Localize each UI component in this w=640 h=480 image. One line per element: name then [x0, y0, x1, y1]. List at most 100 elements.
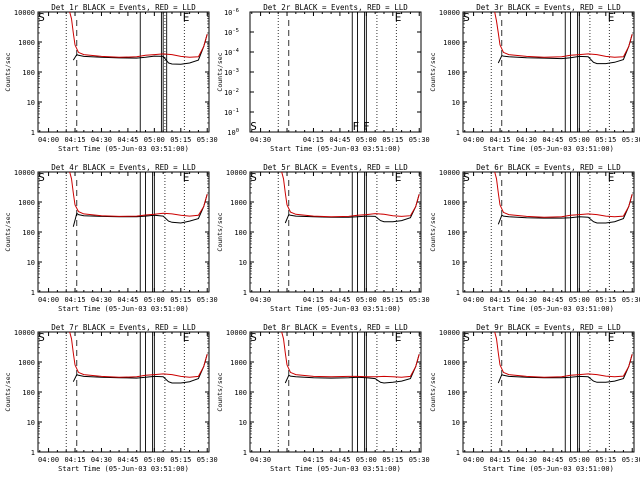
events-series-line: [72, 194, 208, 227]
marker-e: E: [395, 11, 402, 24]
marker-e: E: [395, 171, 402, 184]
marker-e: E: [183, 331, 190, 344]
x-tick-label: 04:15: [64, 136, 85, 144]
marker-f: F: [352, 120, 359, 133]
y-tick-label: 1000: [230, 199, 247, 207]
x-tick-label: 04:45: [329, 136, 350, 144]
panel-det-4: Det 4r BLACK = Events, RED = LLD Counts/s…: [4, 163, 218, 313]
x-tick-label: 04:00: [38, 296, 59, 304]
y-tick-label: 100: [227, 128, 239, 137]
x-tick-label: 04:00: [463, 136, 484, 144]
lld-series-line: [281, 171, 420, 218]
marker-e: E: [608, 11, 615, 24]
y-tick-label: 10: [452, 99, 460, 107]
panel-title: Det 4r BLACK = Events, RED = LLD: [51, 163, 196, 172]
x-tick-label: 04:00: [463, 296, 484, 304]
y-tick-label: 10000: [14, 9, 35, 17]
marker-s: S: [38, 11, 45, 24]
y-axis-label: Counts/sec: [429, 372, 437, 411]
x-tick-label: 04:15: [64, 456, 85, 464]
panel-title: Det 9r BLACK = Events, RED = LLD: [476, 323, 621, 332]
y-tick-label: 10: [239, 419, 247, 427]
x-tick-label: 04:00: [38, 456, 59, 464]
plot-frame: [462, 331, 635, 453]
panel-det-8: Det 8r BLACK = Events, RED = LLD Counts/s…: [216, 323, 430, 473]
x-tick-label: 04:00: [38, 136, 59, 144]
y-axis-label: Counts/sec: [429, 212, 437, 251]
y-tick-label: 10-5: [224, 28, 239, 37]
marker-e: E: [183, 171, 190, 184]
x-tick-label: 05:30: [197, 136, 218, 144]
plot-frame: [249, 11, 422, 133]
x-tick-label: 04:15: [303, 136, 324, 144]
y-tick-label: 100: [447, 69, 460, 77]
plot-frame: [249, 171, 422, 293]
y-tick-label: 100: [22, 229, 35, 237]
panel-title: Det 6r BLACK = Events, RED = LLD: [476, 163, 621, 172]
x-tick-label: 04:45: [542, 296, 563, 304]
x-tick-label: 04:45: [117, 296, 138, 304]
events-series-line: [72, 354, 208, 384]
x-tick-label: 05:15: [595, 296, 616, 304]
y-tick-label: 1: [456, 129, 460, 137]
y-tick-label: 100: [447, 389, 460, 397]
x-tick-label: 05:15: [382, 296, 403, 304]
panel-title: Det 1r BLACK = Events, RED = LLD: [51, 3, 196, 12]
panel-title: Det 3r BLACK = Events, RED = LLD: [476, 3, 621, 12]
x-tick-label: 04:30: [91, 136, 112, 144]
events-series-line: [284, 354, 420, 384]
x-tick-label: 04:45: [117, 456, 138, 464]
panel-det-1: Det 1r BLACK = Events, RED = LLD Counts/s…: [4, 3, 218, 153]
y-tick-label: 10-4: [224, 48, 240, 57]
lld-series-line: [69, 331, 208, 378]
x-tick-label: 04:45: [542, 456, 563, 464]
x-tick-label: 04:45: [329, 456, 350, 464]
x-tick-label: 04:15: [303, 296, 324, 304]
events-series-line: [497, 194, 633, 225]
y-axis-label: Counts/sec: [4, 52, 12, 91]
x-tick-label: 04:30: [91, 296, 112, 304]
x-tick-label: 05:00: [356, 296, 377, 304]
panel-det-9: Det 9r BLACK = Events, RED = LLD Counts/s…: [429, 323, 640, 473]
y-tick-label: 10000: [14, 329, 35, 337]
y-tick-label: 10000: [226, 169, 247, 177]
y-tick-label: 10000: [226, 329, 247, 337]
x-tick-label: 04:30: [250, 296, 271, 304]
x-tick-label: 04:15: [489, 456, 510, 464]
marker-s: S: [463, 171, 470, 184]
y-tick-label: 1: [31, 129, 35, 137]
y-tick-label: 100: [447, 229, 460, 237]
x-axis-label: Start Time (05-Jun-03 03:51:00): [483, 145, 614, 153]
y-tick-label: 10000: [439, 9, 460, 17]
plot-frame: [462, 171, 635, 293]
panel-det-5: Det 5r BLACK = Events, RED = LLD Counts/s…: [216, 163, 430, 313]
lld-series-line: [69, 171, 208, 217]
panel-det-7: Det 7r BLACK = Events, RED = LLD Counts/s…: [4, 323, 218, 473]
marker-s: S: [38, 171, 45, 184]
y-tick-label: 1: [31, 289, 35, 297]
x-tick-label: 05:15: [382, 136, 403, 144]
x-tick-label: 05:30: [409, 456, 430, 464]
marker-e: E: [395, 331, 402, 344]
y-tick-label: 1: [456, 289, 460, 297]
x-tick-label: 05:00: [144, 296, 165, 304]
marker-s: S: [250, 331, 257, 344]
panel-det-6: Det 6r BLACK = Events, RED = LLD Counts/s…: [429, 163, 640, 313]
y-tick-label: 10: [452, 259, 460, 267]
panel-title: Det 7r BLACK = Events, RED = LLD: [51, 323, 196, 332]
x-tick-label: 04:30: [250, 136, 271, 144]
y-tick-label: 1000: [18, 39, 35, 47]
marker-s: S: [463, 11, 470, 24]
y-axis-label: Counts/sec: [216, 52, 224, 91]
y-tick-label: 100: [234, 229, 247, 237]
y-tick-label: 1: [243, 289, 247, 297]
marker-s: S: [38, 331, 45, 344]
y-tick-label: 1000: [443, 359, 460, 367]
y-tick-label: 100: [234, 389, 247, 397]
x-tick-label: 05:30: [409, 296, 430, 304]
x-tick-label: 04:30: [250, 456, 271, 464]
x-tick-label: 05:30: [622, 296, 640, 304]
marker-s: S: [250, 171, 257, 184]
y-tick-label: 10000: [14, 169, 35, 177]
y-tick-label: 1000: [18, 199, 35, 207]
